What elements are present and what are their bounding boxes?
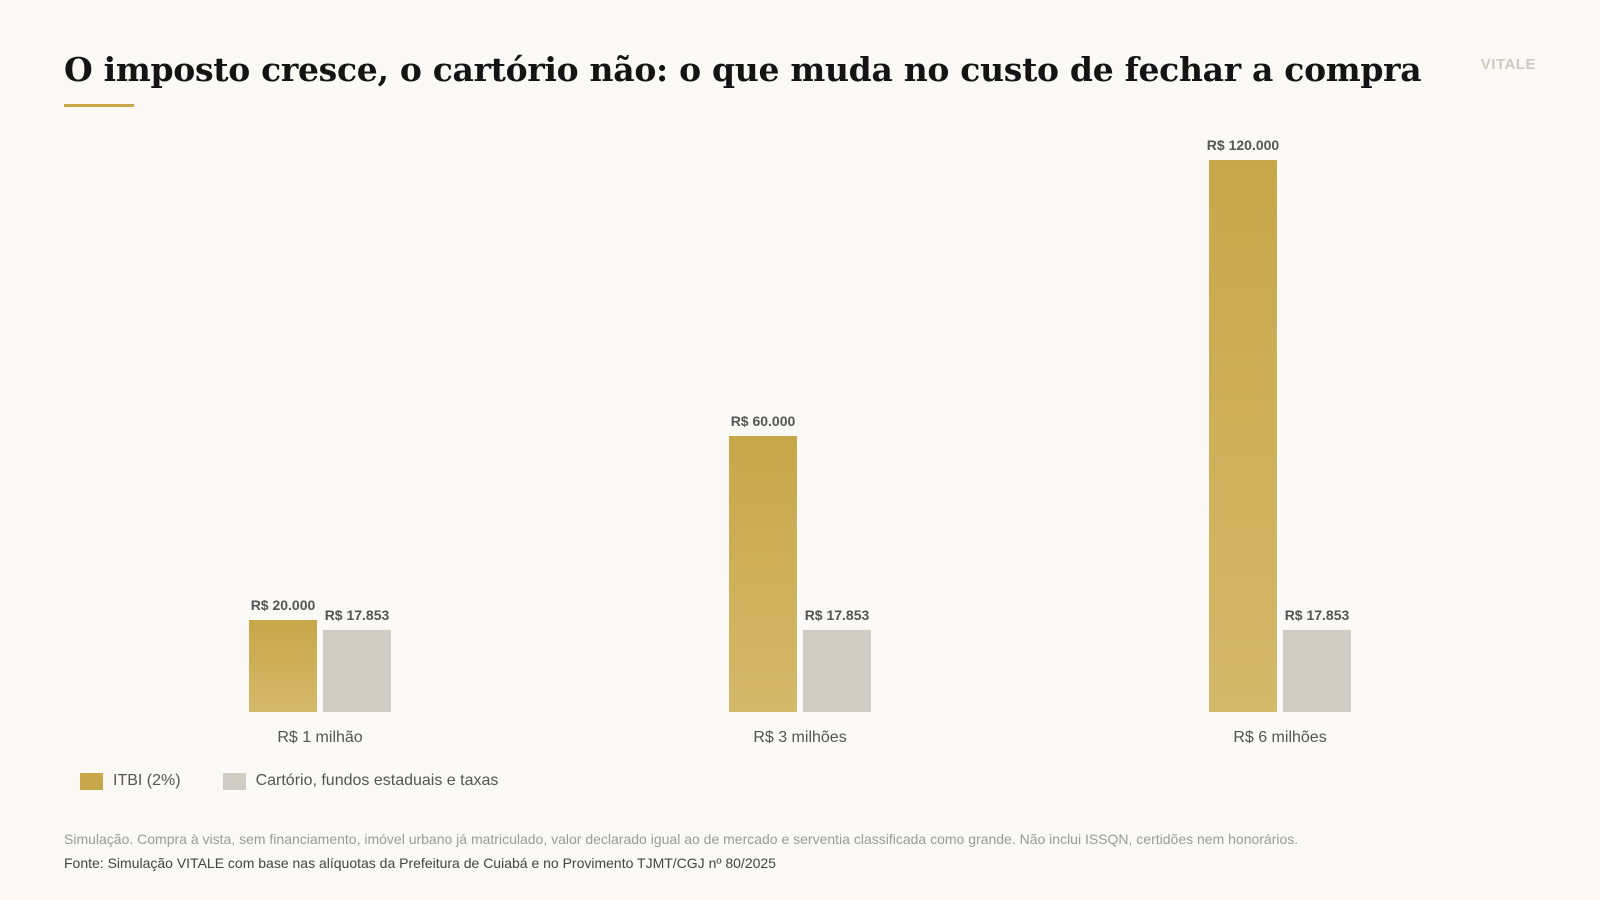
source-note: Fonte: Simulação VITALE com base nas alí… xyxy=(64,855,776,871)
legend-label-itbi: ITBI (2%) xyxy=(113,772,181,789)
legend-label-cartorio: Cartório, fundos estaduais e taxas xyxy=(255,772,499,789)
title-underline xyxy=(64,104,134,107)
legend-swatch-itbi xyxy=(80,772,103,790)
data-label-cartorio-2: R$ 17.853 xyxy=(805,607,870,623)
category-label-2: R$ 3 milhões xyxy=(753,729,846,746)
legend-swatch-cartorio xyxy=(222,772,246,790)
bar-itbi-3 xyxy=(1209,160,1277,712)
brand-logo: VITALE xyxy=(1480,56,1536,73)
category-label-3: R$ 6 milhões xyxy=(1233,729,1326,746)
data-label-cartorio-3: R$ 17.853 xyxy=(1285,607,1350,623)
data-label-itbi-3: R$ 120.000 xyxy=(1207,137,1280,153)
chart-bars: R$ 20.000 R$ 17.853 R$ 1 milhão R$ 60.000 R$… xyxy=(249,137,1351,746)
legend-item-cartorio: Cartório, fundos estaduais e taxas xyxy=(222,772,499,790)
chart-title: O imposto cresce, o cartório não: o que … xyxy=(64,50,1422,89)
legend-item-itbi: ITBI (2%) xyxy=(80,772,181,790)
data-label-cartorio-1: R$ 17.853 xyxy=(325,607,390,623)
bar-itbi-1 xyxy=(249,620,317,712)
bar-itbi-2 xyxy=(729,436,797,712)
bar-chart: R$ 20.000 R$ 17.853 R$ 1 milhão R$ 60.000 R$… xyxy=(249,137,1351,746)
bar-cartorio-1 xyxy=(323,629,391,712)
bar-cartorio-3 xyxy=(1283,629,1351,712)
chart-legend: ITBI (2%) Cartório, fundos estaduais e t… xyxy=(80,772,540,790)
bar-cartorio-2 xyxy=(803,629,871,712)
category-label-1: R$ 1 milhão xyxy=(277,729,362,746)
footnote: Simulação. Compra à vista, sem financiam… xyxy=(64,831,1299,847)
data-label-itbi-1: R$ 20.000 xyxy=(251,597,316,613)
data-label-itbi-2: R$ 60.000 xyxy=(731,413,796,429)
